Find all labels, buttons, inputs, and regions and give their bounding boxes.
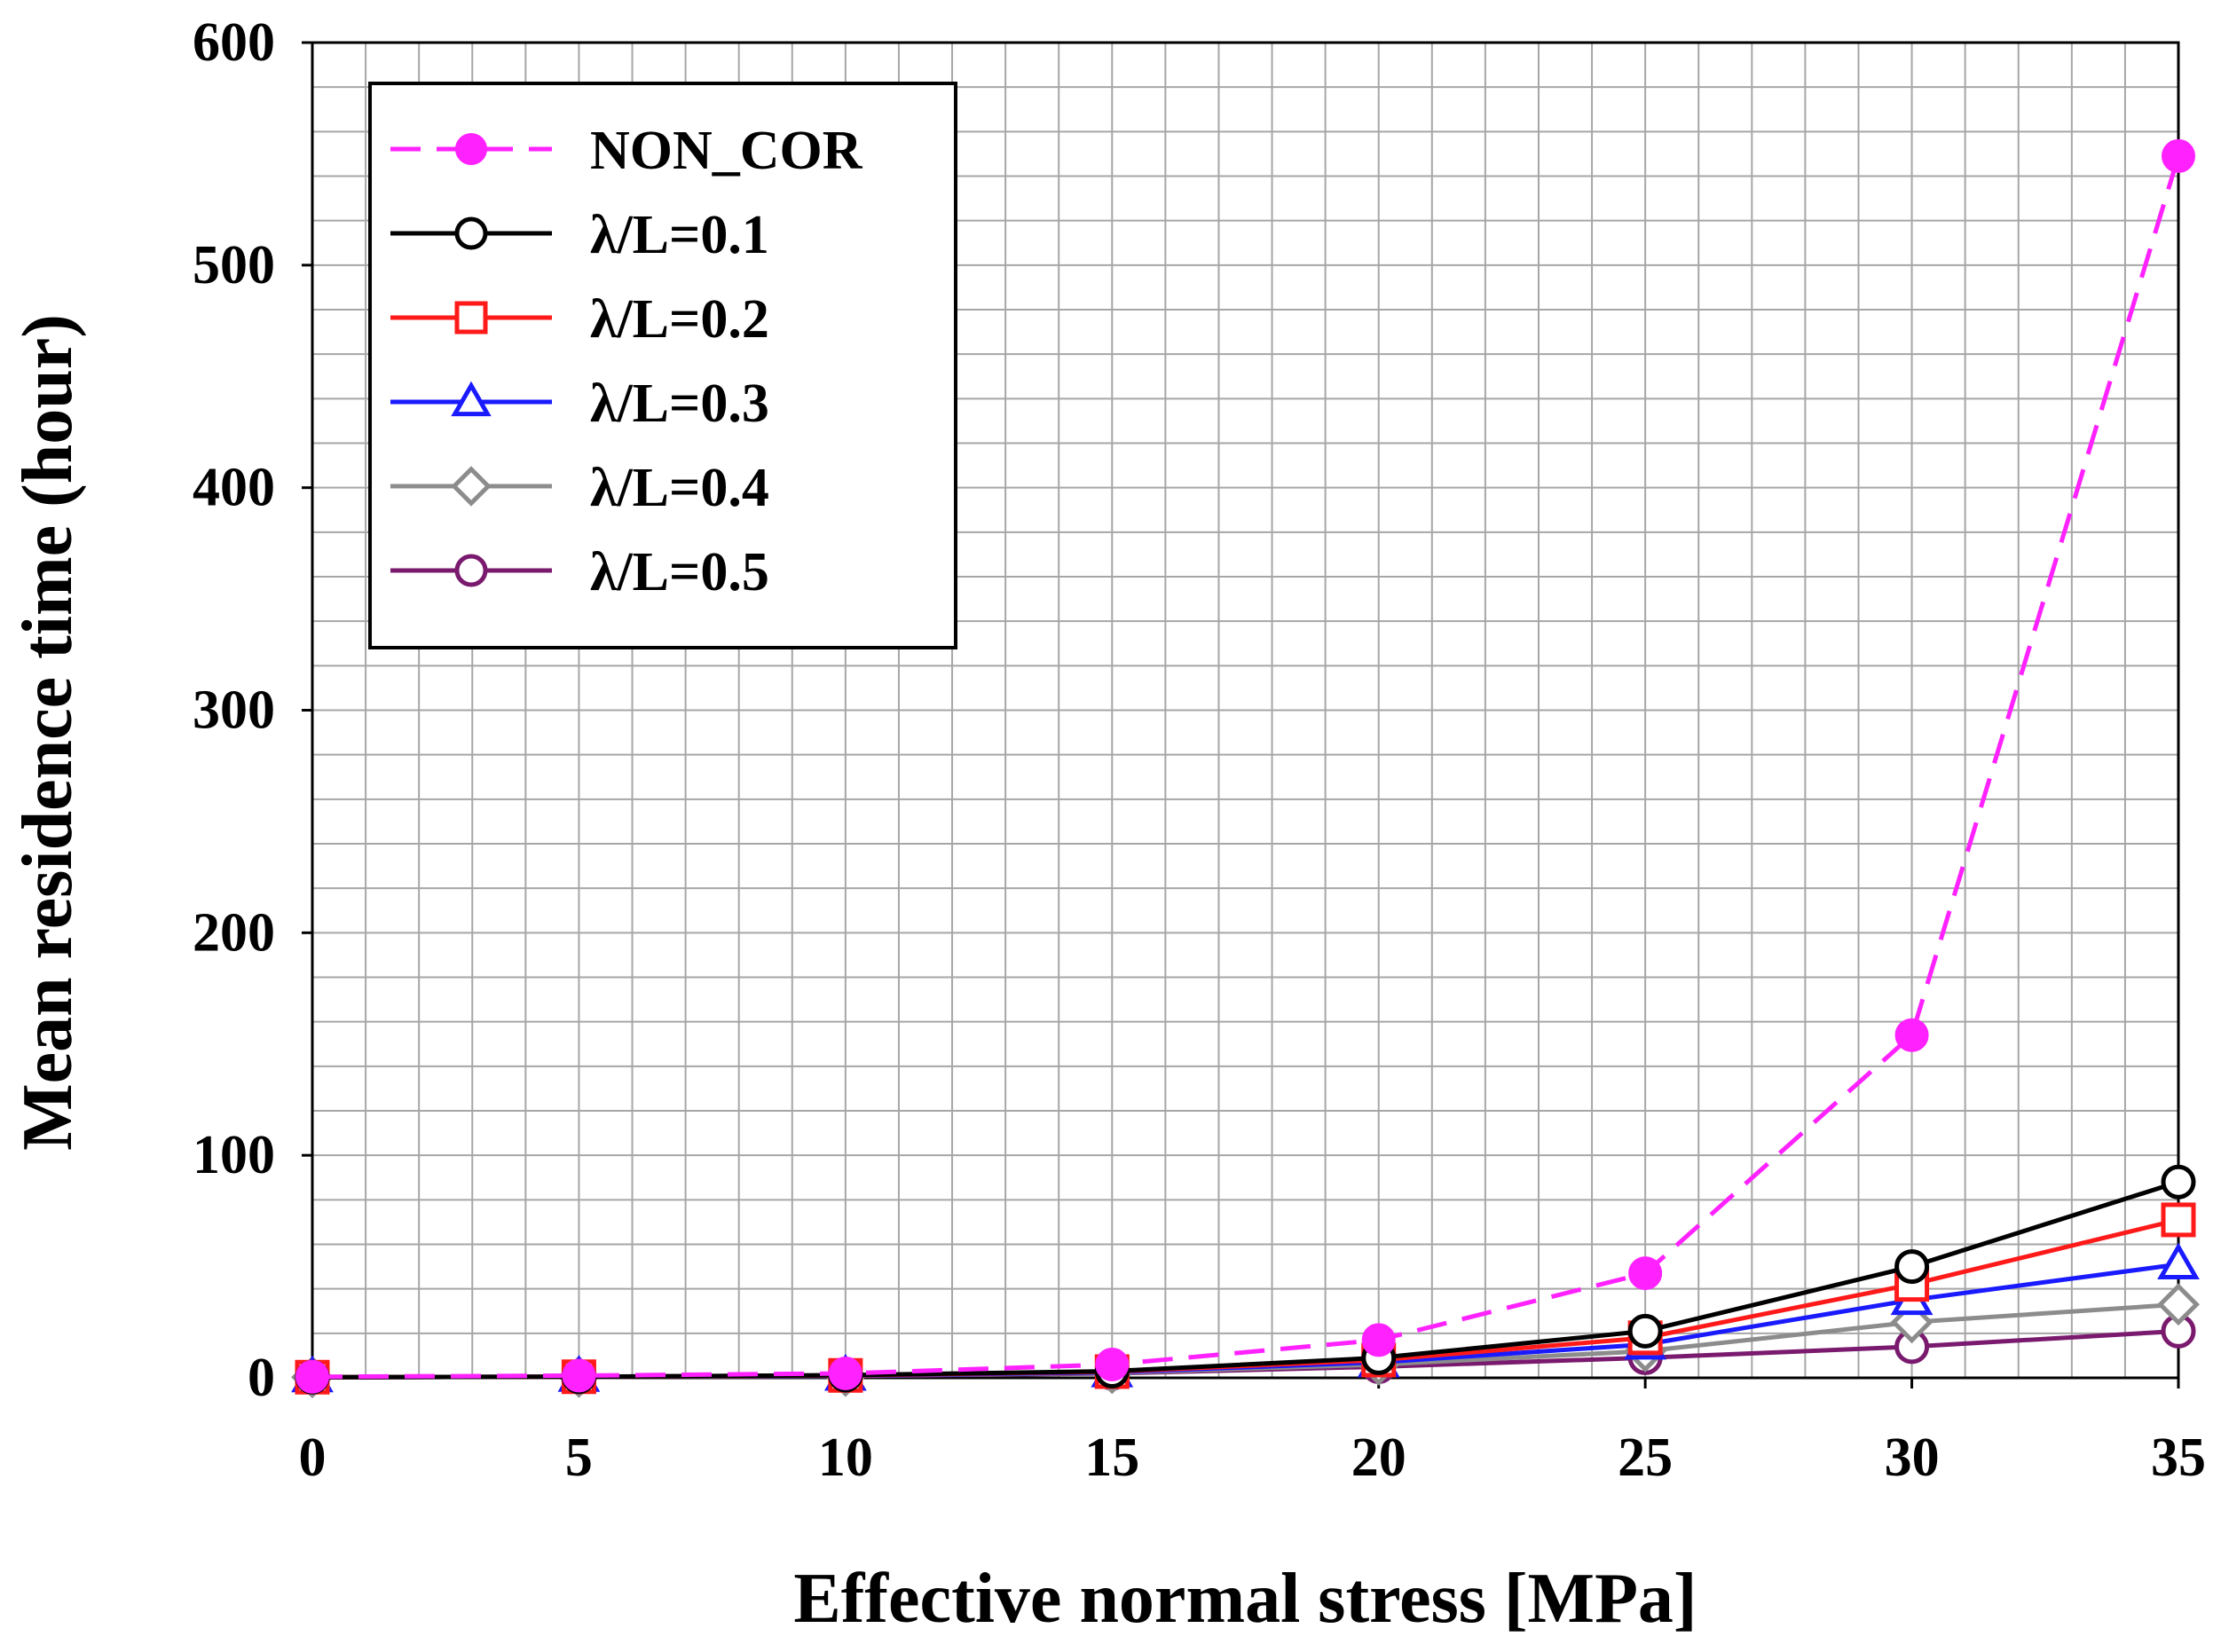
data-point [2162,138,2195,173]
y-tick-label: 300 [193,680,275,741]
data-point [1894,1249,1930,1285]
y-tick-label: 0 [248,1348,275,1408]
x-tick-label: 20 [1351,1428,1406,1488]
x-tick-label: 5 [565,1428,593,1488]
legend-entry: NON_COR [390,121,863,181]
data-point [1894,1018,1929,1052]
data-point [1627,1313,1663,1349]
data-point [1095,1347,1130,1381]
data-point [451,381,492,417]
data-point [295,1359,329,1394]
series-layer [291,138,2200,1399]
legend-entry: λ/L=0.2 [390,289,769,350]
legend-label: λ/L=0.5 [590,542,769,602]
data-point [1361,1323,1396,1357]
data-point [455,133,487,165]
data-point [451,466,492,507]
series-0 [295,138,2195,1394]
data-point [828,1356,862,1390]
data-point [1628,1256,1663,1291]
legend: NON_COR λ/L=0.1 λ/L=0.2 λ/L=0.3 λ/L=0.4 λ/L=0… [368,82,957,649]
data-point [454,554,488,587]
data-point [2157,1283,2200,1326]
legend-label: λ/L=0.3 [590,374,769,434]
legend-entry: λ/L=0.3 [390,374,769,434]
series-line [311,155,2181,1380]
data-point [454,301,488,334]
y-tick-label: 600 [193,12,275,73]
data-point [2161,1164,2196,1200]
x-tick-label: 35 [2151,1428,2206,1488]
x-tick-label: 30 [1885,1428,1940,1488]
data-point [454,216,488,250]
data-point [562,1358,596,1393]
legend-entry: λ/L=0.4 [390,458,769,518]
legend-label: NON_COR [590,121,863,181]
legend-entry: λ/L=0.5 [390,542,769,602]
x-tick-label: 10 [818,1428,873,1488]
x-tick-label: 0 [299,1428,327,1488]
series-line [311,1179,2179,1380]
x-tick-label: 25 [1618,1428,1673,1488]
y-tick-label: 500 [193,235,275,295]
y-tick-label: 400 [193,458,275,518]
legend-label: λ/L=0.2 [590,289,769,350]
data-point [2157,1242,2200,1280]
y-axis-title: Mean residence time (hour) [9,314,87,1151]
y-tick-label: 100 [193,1125,275,1185]
x-tick-label: 15 [1084,1428,1139,1488]
legend-box [368,82,957,649]
axes: 0 5 10 15 20 25 30 35 0 100 200 300 400 500 600 [193,12,2206,1488]
data-point [2161,1202,2196,1238]
legend-label: λ/L=0.1 [590,205,769,265]
legend-entry: λ/L=0.1 [390,205,769,265]
legend-label: λ/L=0.4 [590,458,769,518]
x-axis-title: Effective normal stress [MPa] [793,1560,1697,1638]
y-tick-label: 200 [193,902,275,963]
